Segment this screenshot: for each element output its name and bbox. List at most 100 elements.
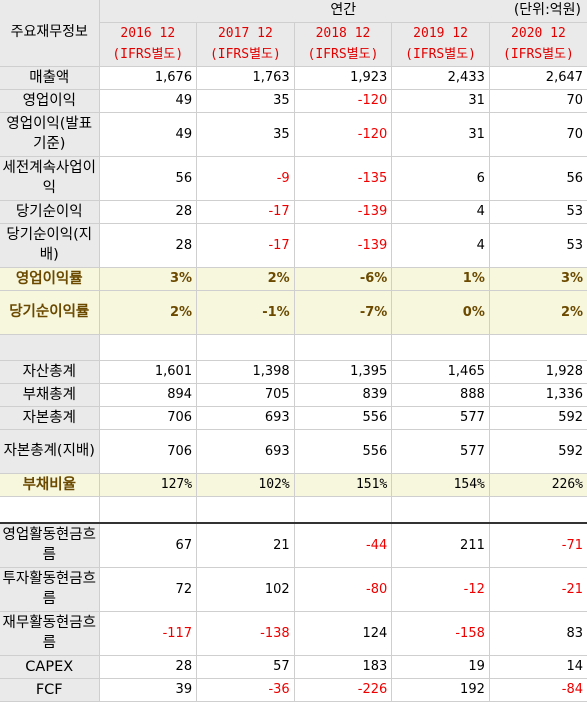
value-cell: 2,647: [488, 66, 587, 90]
value-cell: 124: [293, 611, 392, 656]
table-row-total-equity: 자본총계 706 693 556 577 592: [0, 406, 587, 430]
row-label: 자본총계(지배): [0, 429, 99, 474]
value-cell: 839: [293, 383, 392, 407]
year-header-2019: 2019 12 (IFRS별도): [391, 22, 490, 67]
table-row-total-equity-parent: 자본총계(지배) 706 693 556 577 592: [0, 429, 587, 474]
value-cell: -226: [293, 678, 392, 702]
table-row-revenue: 매출액 1,676 1,763 1,923 2,433 2,647: [0, 66, 587, 90]
table-row-pretax-income: 세전계속사업이익 56 -9 -135 6 56: [0, 156, 587, 201]
row-label: 당기순이익률: [0, 290, 99, 335]
value-cell: -6%: [293, 267, 392, 291]
value-cell: -139: [293, 200, 392, 224]
value-cell: 39: [98, 678, 197, 702]
table-row-cfo: 영업활동현금흐름 67 21 -44 211 -71: [0, 522, 587, 568]
value-cell: 183: [293, 655, 392, 679]
table-row-total-liabilities: 부채총계 894 705 839 888 1,336: [0, 383, 587, 407]
value-cell: 577: [391, 406, 490, 430]
value-cell: 83: [488, 611, 587, 656]
table-row-net-margin: 당기순이익률 2% -1% -7% 0% 2%: [0, 290, 587, 335]
value-cell: 57: [196, 655, 295, 679]
value-cell: 49: [98, 112, 197, 157]
year-header-2020: 2020 12 (IFRS별도): [488, 22, 587, 67]
value-cell: 31: [391, 112, 490, 157]
row-label: 영업활동현금흐름: [0, 522, 99, 568]
value-cell: 6: [391, 156, 490, 201]
value-cell: 67: [98, 522, 197, 568]
value-cell: 56: [488, 156, 587, 201]
row-label: 재무활동현금흐름: [0, 611, 99, 656]
value-cell: 1,676: [98, 66, 197, 90]
value-cell: 894: [98, 383, 197, 407]
value-cell: 53: [488, 200, 587, 224]
value-cell: 2%: [488, 290, 587, 335]
value-cell: 1,928: [488, 360, 587, 384]
value-cell: 1,465: [391, 360, 490, 384]
header-row-period: 주요재무정보 연간 (단위:억원): [0, 0, 587, 67]
header-row-years: 2016 12 (IFRS별도) 2017 12 (IFRS별도) 2018 12(…: [0, 22, 587, 67]
table-row-total-assets: 자산총계 1,601 1,398 1,395 1,465 1,928: [0, 360, 587, 384]
value-cell: 102%: [196, 473, 295, 497]
value-cell: 19: [391, 655, 490, 679]
value-cell: 53: [488, 223, 587, 268]
value-cell: 1,395: [293, 360, 392, 384]
value-cell: 577: [391, 429, 490, 474]
value-cell: -117: [98, 611, 197, 656]
value-cell: 2%: [196, 267, 295, 291]
table-row-cff: 재무활동현금흐름 -117 -138 124 -158 83: [0, 611, 587, 656]
category-header: 주요재무정보: [0, 0, 99, 67]
value-cell: 2,433: [391, 66, 490, 90]
value-cell: -135: [293, 156, 392, 201]
row-label: 자본총계: [0, 406, 99, 430]
value-cell: 35: [196, 112, 295, 157]
value-cell: 102: [196, 567, 295, 612]
value-cell: -120: [293, 112, 392, 157]
value-cell: 4: [391, 223, 490, 268]
value-cell: 28: [98, 655, 197, 679]
value-cell: 592: [488, 406, 587, 430]
value-cell: 693: [196, 406, 295, 430]
value-cell: 28: [98, 200, 197, 224]
table-row-net-income-parent: 당기순이익(지배) 28 -17 -139 4 53: [0, 223, 587, 268]
value-cell: -139: [293, 223, 392, 268]
value-cell: -9: [196, 156, 295, 201]
value-cell: -36: [196, 678, 295, 702]
value-cell: 592: [488, 429, 587, 474]
value-cell: -21: [488, 567, 587, 612]
row-label: 부채총계: [0, 383, 99, 407]
year-header-2016: 2016 12 (IFRS별도): [98, 22, 197, 67]
table-row-net-income: 당기순이익 28 -17 -139 4 53: [0, 200, 587, 224]
row-label: 당기순이익(지배): [0, 223, 99, 268]
value-cell: 4: [391, 200, 490, 224]
value-cell: 556: [293, 429, 392, 474]
table-row-op-margin: 영업이익률 3% 2% -6% 1% 3%: [0, 267, 587, 291]
value-cell: 21: [196, 522, 295, 568]
value-cell: 1,398: [196, 360, 295, 384]
year-header-2018: 2018 12 (IFRS별도): [293, 22, 392, 67]
value-cell: 72: [98, 567, 197, 612]
value-cell: 2%: [98, 290, 197, 335]
value-cell: 693: [196, 429, 295, 474]
spacer-row: [0, 334, 587, 361]
period-header: 연간 (단위:억원): [98, 0, 587, 23]
value-cell: 1,336: [488, 383, 587, 407]
value-cell: 1,763: [196, 66, 295, 90]
value-cell: 154%: [391, 473, 490, 497]
value-cell: 3%: [488, 267, 587, 291]
spacer-row: [0, 496, 587, 524]
unit-label: (단위:억원): [513, 2, 582, 18]
value-cell: 70: [488, 112, 587, 157]
value-cell: 56: [98, 156, 197, 201]
table-row-debt-ratio: 부채비율 127% 102% 151% 154% 226%: [0, 473, 587, 497]
row-label: FCF: [0, 678, 99, 702]
value-cell: -44: [293, 522, 392, 568]
value-cell: 226%: [488, 473, 587, 497]
row-label: 영업이익(발표기준): [0, 112, 99, 157]
value-cell: 1,923: [293, 66, 392, 90]
table-row-op-income: 영업이익 49 35 -120 31 70: [0, 89, 587, 113]
value-cell: 211: [391, 522, 490, 568]
row-label: 영업이익률: [0, 267, 99, 291]
value-cell: 705: [196, 383, 295, 407]
value-cell: -1%: [196, 290, 295, 335]
value-cell: 151%: [293, 473, 392, 497]
